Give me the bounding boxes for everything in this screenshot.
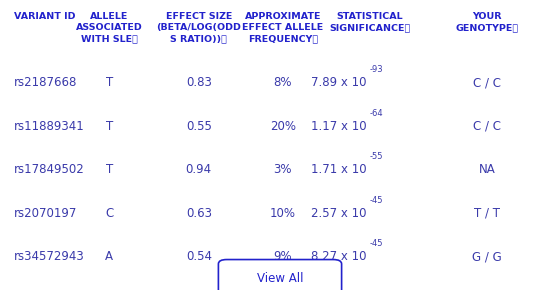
Text: 0.54: 0.54: [186, 250, 212, 263]
Text: 10%: 10%: [270, 207, 296, 220]
Text: -45: -45: [370, 195, 383, 205]
Text: 20%: 20%: [270, 120, 296, 133]
Text: G / G: G / G: [472, 250, 502, 263]
Text: NA: NA: [479, 163, 496, 176]
Text: View All: View All: [256, 272, 304, 285]
Text: rs17849502: rs17849502: [14, 163, 85, 176]
Text: 3%: 3%: [273, 163, 292, 176]
Text: T: T: [106, 76, 113, 89]
Text: -55: -55: [370, 152, 383, 161]
Text: 0.83: 0.83: [186, 76, 212, 89]
Text: 7.89 x 10: 7.89 x 10: [311, 76, 367, 89]
Text: 8%: 8%: [273, 76, 292, 89]
Text: 0.63: 0.63: [186, 207, 212, 220]
Text: 0.94: 0.94: [186, 163, 212, 176]
Text: ALLELE
ASSOCIATED
WITH SLEⓘ: ALLELE ASSOCIATED WITH SLEⓘ: [76, 12, 143, 43]
Text: 1.71 x 10: 1.71 x 10: [311, 163, 367, 176]
Text: -93: -93: [370, 65, 383, 74]
Text: 8.27 x 10: 8.27 x 10: [311, 250, 367, 263]
Text: 0.55: 0.55: [186, 120, 212, 133]
Text: C: C: [105, 207, 113, 220]
Text: rs2070197: rs2070197: [14, 207, 77, 220]
Text: T: T: [106, 120, 113, 133]
Text: -45: -45: [370, 239, 383, 248]
Text: 1.17 x 10: 1.17 x 10: [311, 120, 367, 133]
Text: A: A: [105, 250, 113, 263]
Text: APPROXIMATE
EFFECT ALLELE
FREQUENCYⓘ: APPROXIMATE EFFECT ALLELE FREQUENCYⓘ: [242, 12, 324, 43]
FancyBboxPatch shape: [218, 260, 342, 290]
Text: YOUR
GENOTYPEⓘ: YOUR GENOTYPEⓘ: [456, 12, 519, 32]
Text: EFFECT SIZE
(BETA/LOG(ODD
S RATIO))ⓘ: EFFECT SIZE (BETA/LOG(ODD S RATIO))ⓘ: [156, 12, 241, 43]
Text: VARIANT ID: VARIANT ID: [14, 12, 76, 21]
Text: C / C: C / C: [473, 120, 501, 133]
Text: rs11889341: rs11889341: [14, 120, 85, 133]
Text: C / C: C / C: [473, 76, 501, 89]
Text: STATISTICAL
SIGNIFICANCEⓘ: STATISTICAL SIGNIFICANCEⓘ: [329, 12, 410, 32]
Text: rs2187668: rs2187668: [14, 76, 77, 89]
Text: -64: -64: [370, 108, 383, 118]
Text: rs34572943: rs34572943: [14, 250, 85, 263]
Text: 9%: 9%: [273, 250, 292, 263]
Text: T: T: [106, 163, 113, 176]
Text: 2.57 x 10: 2.57 x 10: [311, 207, 367, 220]
Text: T / T: T / T: [474, 207, 500, 220]
